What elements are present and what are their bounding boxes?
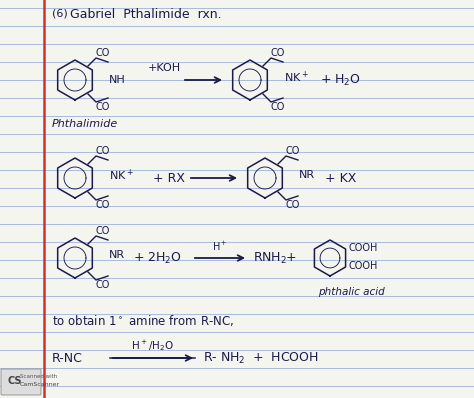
Text: CO: CO [96, 48, 110, 58]
Text: CamScanner: CamScanner [20, 382, 60, 388]
Text: RNH$_2$+: RNH$_2$+ [253, 250, 297, 265]
Text: CS: CS [7, 376, 21, 386]
Text: CO: CO [271, 48, 285, 58]
Text: (6): (6) [52, 9, 68, 19]
Text: CO: CO [96, 102, 110, 112]
Text: R- NH$_2$  +  HCOOH: R- NH$_2$ + HCOOH [203, 351, 319, 365]
Text: NK$^+$: NK$^+$ [109, 167, 134, 183]
Text: + RX: + RX [153, 172, 185, 185]
Text: COOH: COOH [349, 261, 378, 271]
Text: CO: CO [271, 102, 285, 112]
Text: NR: NR [109, 250, 125, 260]
Text: CO: CO [96, 146, 110, 156]
Text: CO: CO [286, 146, 301, 156]
Text: + 2H$_2$O: + 2H$_2$O [133, 250, 182, 265]
Text: Gabriel  Pthalimide  rxn.: Gabriel Pthalimide rxn. [70, 8, 222, 21]
Text: NR: NR [299, 170, 315, 180]
Text: CO: CO [96, 200, 110, 210]
Text: +KOH: +KOH [148, 63, 181, 73]
Text: phthalic acid: phthalic acid [318, 287, 385, 297]
Text: H$^+$: H$^+$ [212, 240, 228, 253]
Text: CO: CO [96, 280, 110, 290]
Text: to obtain 1$^\circ$ amine from R-NC,: to obtain 1$^\circ$ amine from R-NC, [52, 312, 234, 328]
Text: + H$_2$O: + H$_2$O [320, 72, 361, 88]
Text: NH: NH [109, 75, 126, 85]
Text: + KX: + KX [325, 172, 356, 185]
FancyBboxPatch shape [1, 369, 41, 395]
Text: Phthalimide: Phthalimide [52, 119, 118, 129]
Text: COOH: COOH [349, 243, 378, 253]
Text: R-NC: R-NC [52, 351, 83, 365]
Text: Scanned with: Scanned with [20, 373, 57, 378]
Text: NK$^+$: NK$^+$ [284, 69, 309, 85]
Text: CO: CO [96, 226, 110, 236]
Text: H$^+$/H$_2$O: H$^+$/H$_2$O [130, 339, 173, 353]
Text: CO: CO [286, 200, 301, 210]
